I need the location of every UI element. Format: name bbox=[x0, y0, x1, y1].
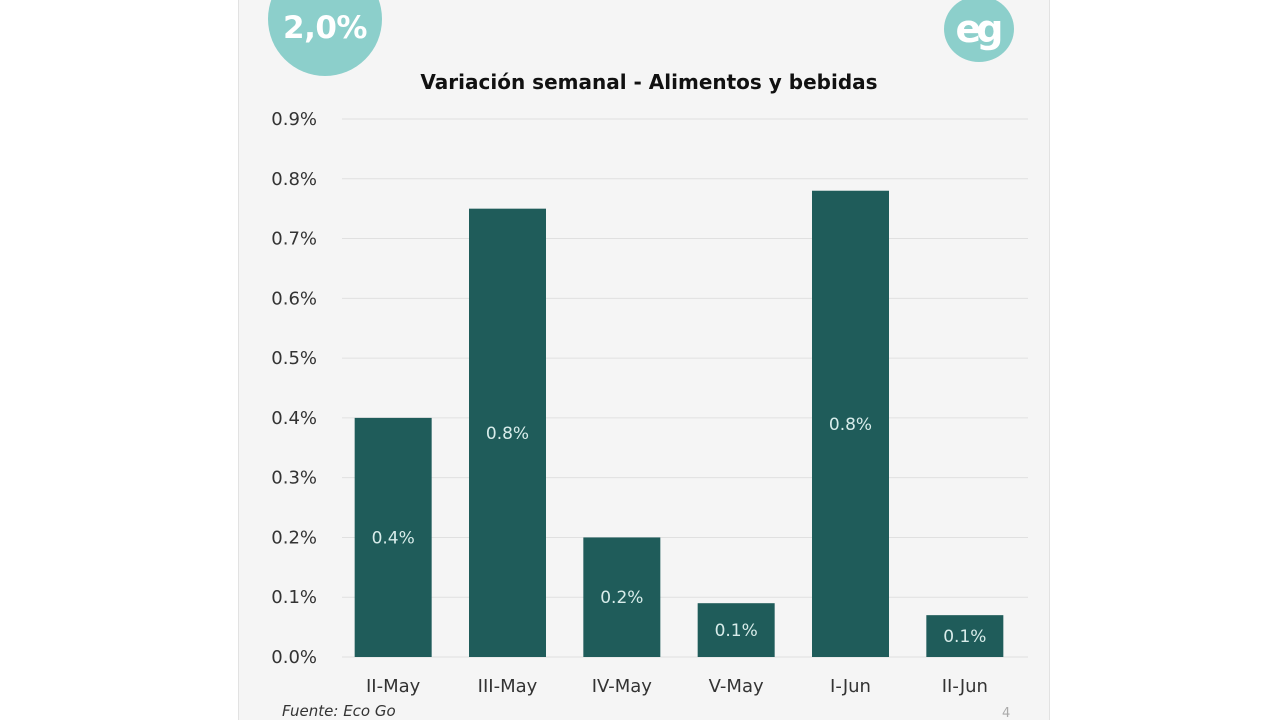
bar-data-label: 0.4% bbox=[372, 528, 415, 548]
bar-data-label: 0.2% bbox=[600, 588, 643, 608]
y-tick-label: 0.2% bbox=[271, 527, 317, 548]
gridlines bbox=[342, 118, 1028, 658]
x-tick-label: V-May bbox=[709, 676, 764, 697]
y-tick-label: 0.5% bbox=[271, 348, 317, 369]
bar-data-label: 0.8% bbox=[486, 424, 529, 444]
y-tick-label: 0.8% bbox=[271, 169, 317, 190]
y-tick-label: 0.0% bbox=[271, 647, 317, 668]
y-tick-label: 0.9% bbox=[271, 109, 317, 130]
bar bbox=[697, 603, 775, 657]
bar-labels: 0.4% 0.8% 0.2% 0.1% 0.8% 0.1% bbox=[372, 415, 987, 647]
bar bbox=[354, 417, 432, 657]
y-tick-label: 0.7% bbox=[271, 229, 317, 250]
source-note: Fuente: Eco Go bbox=[282, 702, 396, 720]
x-tick-label: II-May bbox=[366, 676, 421, 697]
y-tick-label: 0.4% bbox=[271, 408, 317, 429]
x-tick-label: I-Jun bbox=[830, 676, 871, 697]
bar bbox=[812, 190, 889, 657]
y-axis: 0.0% 0.1% 0.2% 0.3% 0.4% 0.5% 0.6% 0.7% 0.8% 0.9% bbox=[271, 109, 317, 668]
bar bbox=[583, 537, 661, 657]
x-tick-label: II-Jun bbox=[942, 676, 988, 697]
x-tick-label: III-May bbox=[478, 676, 538, 697]
y-tick-label: 0.6% bbox=[271, 288, 317, 309]
bar-data-label: 0.1% bbox=[715, 621, 758, 641]
bar-data-label: 0.8% bbox=[829, 415, 872, 435]
bar bbox=[469, 208, 546, 657]
x-tick-label: IV-May bbox=[592, 676, 653, 697]
page-number: 4 bbox=[1002, 706, 1011, 721]
y-tick-label: 0.3% bbox=[271, 468, 317, 489]
headline-value: 2,0% bbox=[283, 10, 367, 46]
eco-go-logo: eg bbox=[944, 0, 1014, 62]
chart-title: Variación semanal - Alimentos y bebidas bbox=[420, 70, 877, 94]
bars bbox=[354, 190, 1004, 657]
x-axis: II-May III-May IV-May V-May I-Jun II-Jun bbox=[366, 676, 988, 697]
logo-text: eg bbox=[955, 7, 1004, 51]
y-tick-label: 0.1% bbox=[271, 587, 317, 608]
bar-data-label: 0.1% bbox=[943, 627, 986, 647]
bar bbox=[926, 615, 1004, 657]
